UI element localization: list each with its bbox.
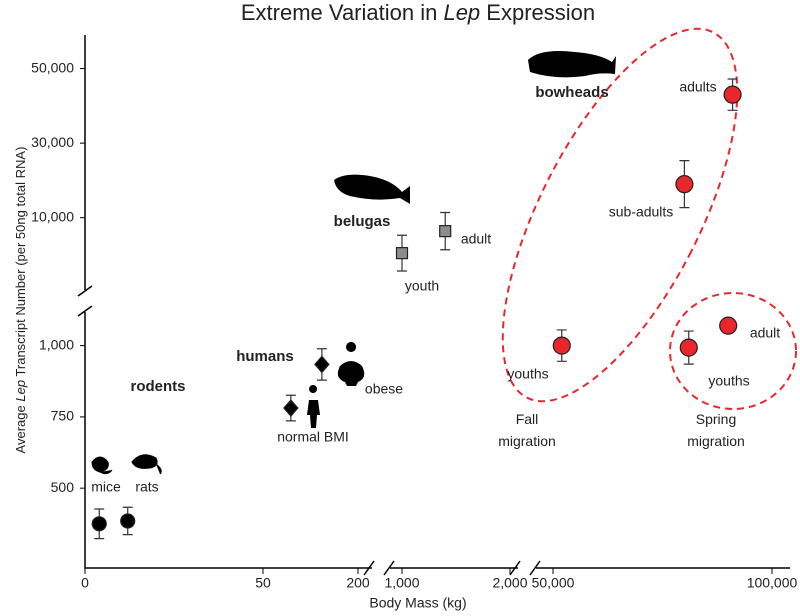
data-point bbox=[679, 338, 698, 357]
point-label: youths bbox=[708, 373, 749, 389]
x-tick-label: 2,000 bbox=[492, 575, 527, 591]
point-label: adult bbox=[461, 231, 491, 247]
axis-line bbox=[84, 35, 790, 569]
x-tick-label: 0 bbox=[81, 575, 89, 591]
data-point bbox=[552, 336, 571, 355]
group-label: rodents bbox=[130, 378, 185, 395]
point-label: youths bbox=[507, 366, 548, 382]
title-part: Lep bbox=[443, 0, 480, 25]
x-tick-label: 100,000 bbox=[747, 575, 798, 591]
point-label: rats bbox=[135, 479, 158, 495]
point-label: youth bbox=[405, 278, 439, 294]
point-label: adults bbox=[679, 79, 716, 95]
rodent-icon bbox=[131, 454, 162, 475]
x-tick-label: 50,000 bbox=[532, 575, 575, 591]
y-tick-label: 10,000 bbox=[31, 208, 74, 224]
point-label: mice bbox=[91, 479, 121, 495]
title-part: Expression bbox=[480, 0, 595, 25]
y-tick-label: 30,000 bbox=[31, 134, 74, 150]
x-axis-label: Body Mass (kg) bbox=[369, 595, 466, 611]
point-label: obese bbox=[365, 381, 403, 397]
data-point bbox=[719, 316, 738, 335]
data-point bbox=[91, 516, 107, 532]
group-label: humans bbox=[236, 348, 294, 365]
chart-title: Extreme Variation in Lep Expression bbox=[241, 0, 595, 25]
point-label: sub-adults bbox=[609, 204, 674, 220]
y-label-part: Average bbox=[13, 402, 28, 454]
group-label: bowheads bbox=[535, 84, 608, 101]
data-point bbox=[283, 399, 299, 417]
x-tick-label: 200 bbox=[346, 575, 370, 591]
point-label: adult bbox=[750, 325, 780, 341]
human-icon bbox=[307, 385, 320, 428]
data-point bbox=[723, 85, 742, 104]
axis-break bbox=[77, 285, 541, 576]
data-point bbox=[395, 247, 409, 260]
y-tick-label: 750 bbox=[51, 408, 75, 424]
group-label: belugas bbox=[334, 213, 391, 230]
y-axis-label: Average Lep Transcript Number (per 50ng … bbox=[13, 147, 28, 454]
human-icon bbox=[337, 342, 365, 386]
x-tick-label: 50 bbox=[255, 575, 271, 591]
data-point bbox=[314, 355, 330, 374]
group-outline bbox=[501, 27, 739, 403]
group-outline bbox=[669, 292, 797, 410]
y-tick-label: 1,000 bbox=[39, 336, 74, 352]
title-part: Extreme Variation in bbox=[241, 0, 444, 25]
data-point bbox=[120, 513, 136, 529]
point-label: normal BMI bbox=[277, 429, 349, 445]
group-label: Spring migration bbox=[687, 411, 745, 449]
bowhead-icon bbox=[528, 51, 616, 78]
y-label-part: Transcript Number (per 50ng total RNA) bbox=[13, 147, 28, 380]
group-label: Fall migration bbox=[498, 411, 556, 449]
y-tick-label: 500 bbox=[51, 479, 75, 495]
data-point bbox=[439, 225, 452, 238]
y-tick-label: 50,000 bbox=[31, 59, 74, 75]
rodent-icon bbox=[91, 456, 113, 475]
x-tick-label: 1,000 bbox=[384, 575, 419, 591]
y-label-part: Lep bbox=[13, 380, 28, 402]
beluga-icon bbox=[334, 174, 410, 204]
data-point bbox=[675, 175, 694, 194]
